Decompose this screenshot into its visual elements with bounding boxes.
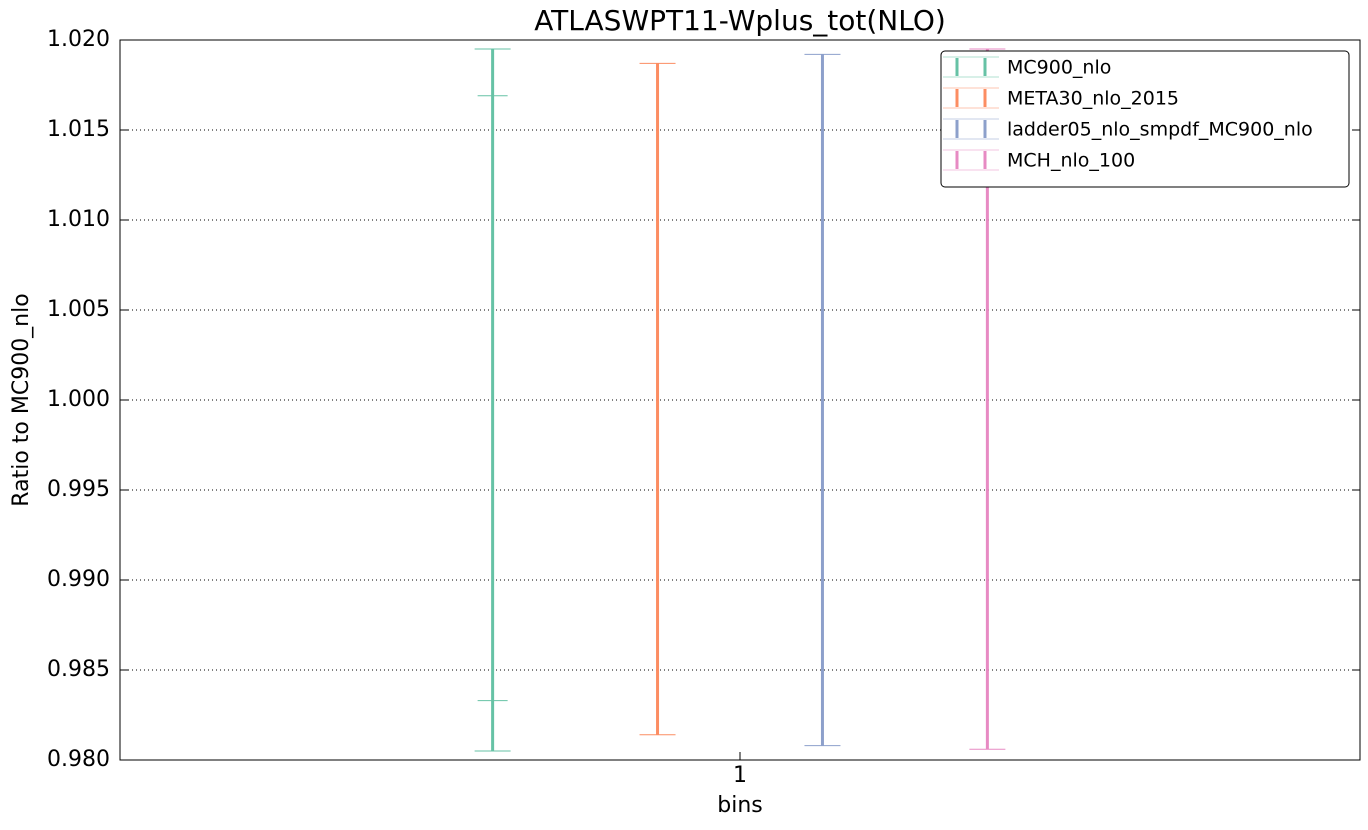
plot-frame <box>119 39 1361 761</box>
legend-label: META30_nlo_2015 <box>1007 88 1179 110</box>
y-axis-label: Ratio to MC900_nlo <box>9 293 34 506</box>
y-tick-label: 1.015 <box>47 117 110 142</box>
y-tick-label: 0.985 <box>47 657 110 682</box>
y-tick-label: 1.005 <box>47 297 110 322</box>
legend: MC900_nlo META30_nlo_2015 ladder05_nlo_smp… <box>940 50 1350 188</box>
y-tick-label: 1.000 <box>47 387 110 412</box>
legend-box <box>940 50 1350 188</box>
y-tick-label: 0.980 <box>47 747 110 772</box>
x-axis-label: bins <box>717 793 762 818</box>
chart-title: ATLASWPT11-Wplus_tot(NLO) <box>534 4 946 37</box>
y-tick-label: 0.990 <box>47 567 110 592</box>
x-tick-label: 1 <box>733 763 747 788</box>
legend-label: MC900_nlo <box>1007 57 1111 79</box>
legend-label: MCH_nlo_100 <box>1007 150 1135 172</box>
legend-label: ladder05_nlo_smpdf_MC900_nlo <box>1007 119 1313 141</box>
y-tick-label: 0.995 <box>47 477 110 502</box>
y-tick-label: 1.010 <box>47 207 110 232</box>
y-tick-label: 1.020 <box>47 27 110 52</box>
